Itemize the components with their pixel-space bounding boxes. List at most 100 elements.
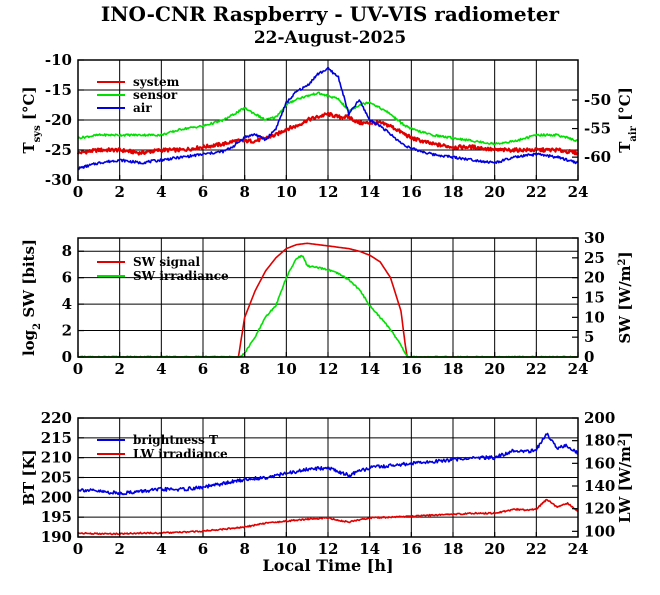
series-line-sensor xyxy=(77,91,579,146)
chart-date: 22-August-2025 xyxy=(253,28,407,48)
x-tick-label: 0 xyxy=(73,360,83,378)
x-tick-label: 16 xyxy=(401,360,422,378)
y-tick-label-right: 25 xyxy=(584,249,605,267)
x-tick-label: 16 xyxy=(401,540,422,558)
y-tick-label-left: 210 xyxy=(41,449,72,467)
y-tick-label-right: 20 xyxy=(584,269,605,287)
x-tick-label: 22 xyxy=(526,183,547,201)
y-tick-label-left: -15 xyxy=(45,81,72,99)
y-tick-label-left: 215 xyxy=(41,429,72,447)
y-tick-label-left: -30 xyxy=(45,171,72,189)
y-tick-label-left: 0 xyxy=(62,348,72,366)
y-tick-label-right: 200 xyxy=(584,409,615,427)
y-axis-label-left: BT [K] xyxy=(20,449,38,505)
legend-label: SW irradiance xyxy=(133,269,229,283)
x-tick-label: 4 xyxy=(156,183,166,201)
x-tick-label: 20 xyxy=(484,540,505,558)
y-axis-label-right: LW [W/m2] xyxy=(616,432,634,523)
y-tick-label-right: 30 xyxy=(584,229,605,247)
x-tick-label: 18 xyxy=(443,540,464,558)
x-tick-label: 4 xyxy=(156,360,166,378)
y-axis-label-left: Tsys [°C] xyxy=(20,86,43,153)
y-tick-label-right: 100 xyxy=(584,522,615,540)
y-tick-label-left: 220 xyxy=(41,409,72,427)
x-tick-label: 24 xyxy=(568,540,589,558)
svg-text:LW [W/m2]: LW [W/m2] xyxy=(616,432,634,523)
x-tick-label: 4 xyxy=(156,540,166,558)
series-line-lw-irradiance xyxy=(77,498,579,536)
svg-text:SW [W/m2]: SW [W/m2] xyxy=(616,251,634,343)
series-line-air xyxy=(77,66,579,171)
legend-label: LW irradiance xyxy=(133,447,228,461)
x-tick-label: 6 xyxy=(198,183,208,201)
series-line-brightness-t xyxy=(77,432,579,496)
x-tick-label: 16 xyxy=(401,183,422,201)
x-tick-label: 22 xyxy=(526,360,547,378)
svg-text:BT [K]: BT [K] xyxy=(20,449,38,505)
legend-label: SW signal xyxy=(133,255,201,269)
x-tick-label: 2 xyxy=(114,183,124,201)
x-tick-label: 6 xyxy=(198,360,208,378)
x-tick-label: 2 xyxy=(114,360,124,378)
x-tick-label: 14 xyxy=(359,183,380,201)
y-tick-label-right: 0 xyxy=(584,348,594,366)
x-tick-label: 18 xyxy=(443,360,464,378)
y-tick-label-right: -50 xyxy=(584,91,611,109)
y-tick-label-right: 180 xyxy=(584,432,615,450)
y-tick-label-left: -20 xyxy=(45,111,72,129)
y-tick-label-left: 8 xyxy=(62,242,72,260)
x-tick-label: 20 xyxy=(484,183,505,201)
legend-label: sensor xyxy=(133,88,178,102)
x-tick-label: 8 xyxy=(239,360,249,378)
x-tick-label: 22 xyxy=(526,540,547,558)
y-tick-label-left: 205 xyxy=(41,469,72,487)
y-tick-label-right: -55 xyxy=(584,120,611,138)
y-tick-label-right: 120 xyxy=(584,500,615,518)
x-tick-label: 10 xyxy=(276,183,297,201)
x-tick-label: 10 xyxy=(276,360,297,378)
y-tick-label-right: 15 xyxy=(584,289,605,307)
x-tick-label: 20 xyxy=(484,360,505,378)
y-tick-label-left: 4 xyxy=(62,295,72,313)
y-tick-label-left: 6 xyxy=(62,269,72,287)
x-tick-label: 6 xyxy=(198,540,208,558)
x-tick-label: 24 xyxy=(568,360,589,378)
y-tick-label-right: 140 xyxy=(584,477,615,495)
x-tick-label: 18 xyxy=(443,183,464,201)
y-tick-label-left: 195 xyxy=(41,508,72,526)
y-axis-label-left: log2 SW [bits] xyxy=(20,239,43,356)
y-axis-label-right: SW [W/m2] xyxy=(616,251,634,343)
x-tick-label: 10 xyxy=(276,540,297,558)
x-axis-label: Local Time [h] xyxy=(262,556,393,575)
legend-label: brightness T xyxy=(133,433,218,447)
y-tick-label-right: 5 xyxy=(584,328,594,346)
svg-text:Tair [°C]: Tair [°C] xyxy=(616,87,639,153)
legend-label: air xyxy=(133,101,152,115)
x-tick-label: 24 xyxy=(568,183,589,201)
x-tick-label: 12 xyxy=(318,183,339,201)
y-tick-label-right: 160 xyxy=(584,454,615,472)
y-tick-label-left: -10 xyxy=(45,51,72,69)
y-tick-label-right: 10 xyxy=(584,308,605,326)
y-tick-label-left: -25 xyxy=(45,141,72,159)
legend-label: system xyxy=(133,75,180,89)
series-line-system xyxy=(76,111,579,156)
x-tick-label: 0 xyxy=(73,540,83,558)
y-axis-label-right: Tair [°C] xyxy=(616,87,639,153)
x-tick-label: 8 xyxy=(239,540,249,558)
x-tick-label: 2 xyxy=(114,540,124,558)
y-tick-label-left: 190 xyxy=(41,528,72,546)
svg-text:Tsys [°C]: Tsys [°C] xyxy=(20,86,43,153)
x-tick-label: 14 xyxy=(359,360,380,378)
y-tick-label-left: 2 xyxy=(62,322,72,340)
x-tick-label: 14 xyxy=(359,540,380,558)
chart-title: INO-CNR Raspberry - UV-VIS radiometer xyxy=(100,2,560,26)
x-tick-label: 0 xyxy=(73,183,83,201)
x-tick-label: 12 xyxy=(318,540,339,558)
y-tick-label-left: 200 xyxy=(41,488,72,506)
x-tick-label: 12 xyxy=(318,360,339,378)
y-tick-label-right: -60 xyxy=(584,148,611,166)
svg-text:log2 SW [bits]: log2 SW [bits] xyxy=(20,239,43,356)
x-tick-label: 8 xyxy=(239,183,249,201)
